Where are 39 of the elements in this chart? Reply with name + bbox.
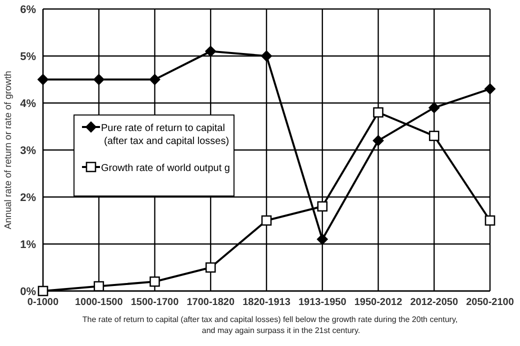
point — [261, 50, 272, 62]
point — [428, 130, 440, 142]
point — [38, 286, 48, 296]
x-tick-label: 1500-1700 — [130, 297, 180, 308]
y-tick-label: 4% — [20, 98, 36, 110]
point — [94, 281, 104, 292]
point — [484, 215, 496, 226]
x-tick-label: 1913-1950 — [298, 297, 347, 308]
point — [372, 135, 384, 146]
point — [261, 215, 272, 226]
legend-label: Pure rate of return to capital (after tax and capital losses) — [101, 123, 230, 147]
y-tick-label: 3% — [20, 145, 36, 157]
y-tick-label: 6% — [20, 4, 36, 16]
point — [373, 107, 384, 118]
x-tick-label: 1700-1820 — [186, 297, 235, 308]
y-tick-label: 2% — [20, 192, 36, 204]
point — [428, 102, 440, 114]
x-tick-label: 0-1000 — [27, 297, 60, 308]
point — [205, 46, 216, 57]
y-tick-label: 5% — [20, 51, 36, 63]
point — [93, 74, 104, 85]
point — [205, 262, 216, 273]
y-tick-label: 1% — [20, 239, 36, 251]
x-tick-label: 2012-2050 — [410, 297, 458, 308]
x-tick-label: 1000-1500 — [74, 297, 124, 308]
text: and may again surpass it in the 21st century. — [202, 326, 360, 335]
x-tick-label: 2050-2100 — [466, 297, 514, 308]
x-tick-label: 1820-1913 — [242, 297, 291, 308]
y-axis-title: Annual rate of return or rate of growth — [3, 70, 14, 230]
point — [484, 83, 496, 94]
point — [38, 74, 48, 85]
point — [317, 201, 328, 212]
point — [150, 276, 160, 287]
point — [149, 74, 160, 85]
y-tick-label: 0% — [20, 286, 36, 298]
text: The rate of return to capital (after tax and capital losses) fell below the growth rate during the 20th century, — [82, 315, 458, 324]
x-tick-label: 1950-2012 — [354, 297, 403, 308]
point — [316, 234, 328, 245]
legend-label: Growth rate of world output g — [101, 163, 230, 174]
